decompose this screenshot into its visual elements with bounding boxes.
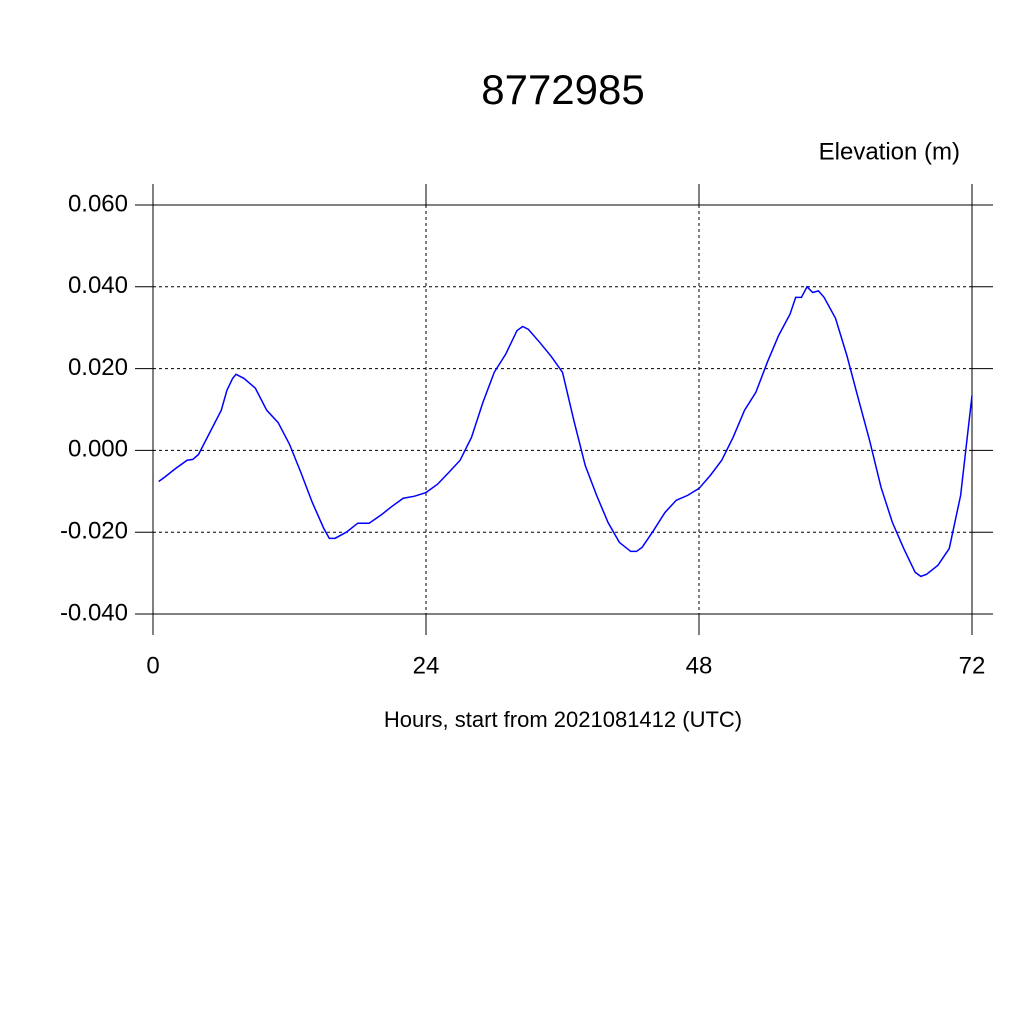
- y-tick-label: -0.040: [60, 599, 128, 626]
- plot-frame: [152, 204, 973, 615]
- y-tick-label: 0.040: [68, 272, 128, 299]
- x-tick-label: 48: [686, 652, 713, 679]
- line-series: [158, 285, 973, 578]
- y-tick-label: 0.020: [68, 354, 128, 381]
- x-tick-label: 24: [413, 652, 440, 679]
- x-tick-label: 72: [959, 652, 986, 679]
- subtitle: Elevation (m): [819, 138, 960, 165]
- x-axis-label: Hours, start from 2021081412 (UTC): [384, 707, 742, 732]
- x-tick-label: 0: [146, 652, 159, 679]
- y-tick-label: -0.020: [60, 518, 128, 545]
- y-tick-label: 0.000: [68, 436, 128, 463]
- chart-title: 8772985: [481, 66, 645, 113]
- y-tick-label: 0.060: [68, 190, 128, 217]
